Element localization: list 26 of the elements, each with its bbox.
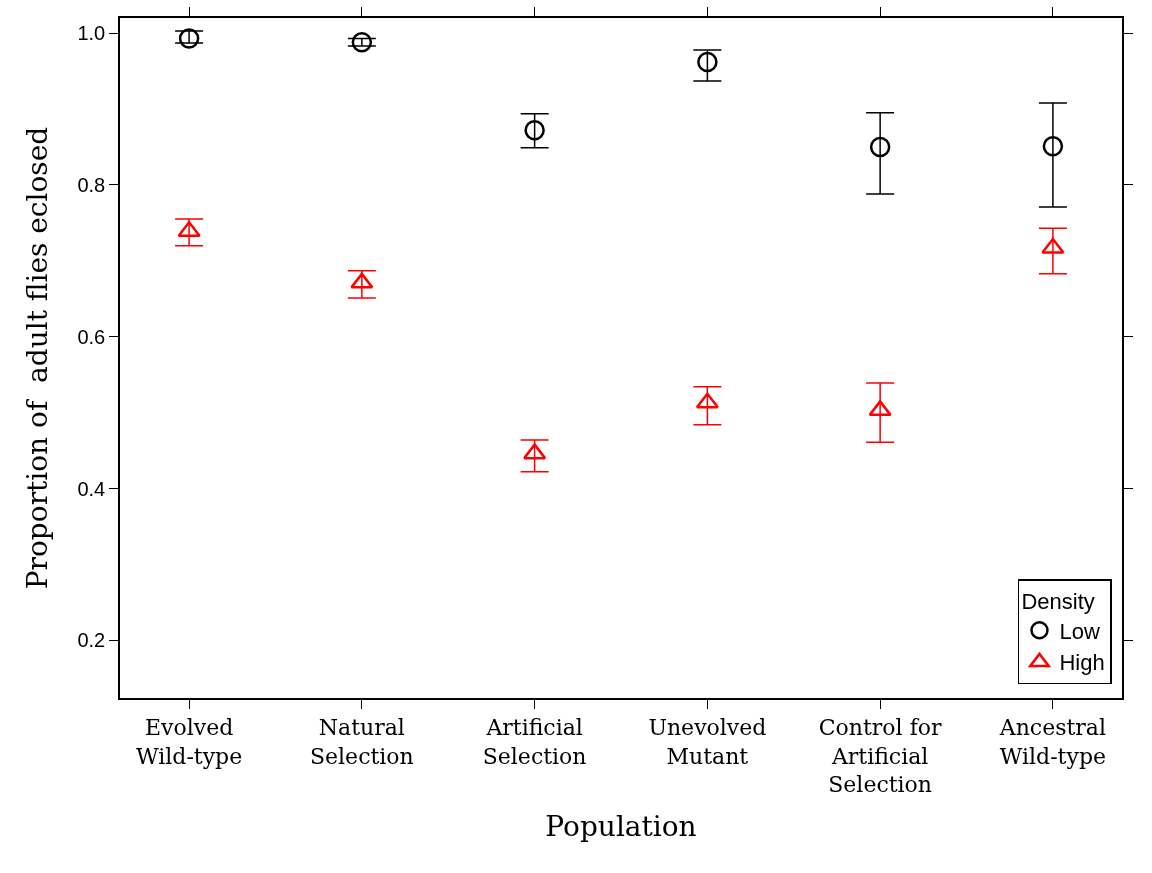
legend-label: Low [1059, 618, 1100, 644]
point [697, 51, 718, 73]
x-axis-title: Population [545, 809, 697, 843]
y-tick-label: 0.8 [77, 173, 106, 196]
point [1042, 136, 1064, 157]
y-axis-title: Proportion of adult flies eclosed [20, 126, 54, 590]
legend-label: High [1059, 650, 1105, 676]
x-tick-label: Ancestral Wild-type [998, 715, 1106, 769]
point [869, 136, 891, 158]
x-tick-label: Evolved Wild-type [136, 715, 243, 769]
y-tick-label: 0.2 [77, 629, 106, 652]
x-tick-label: Artificial Selection [482, 715, 587, 769]
y-tick-label: 0.6 [77, 325, 106, 348]
y-tick-label: 1.0 [77, 22, 106, 45]
x-tick-label: Natural Selection [309, 715, 414, 769]
x-tick-label: Control for Artificial Selection [818, 715, 943, 798]
point [351, 32, 373, 53]
point [350, 272, 374, 289]
point [524, 120, 545, 141]
point [177, 221, 201, 238]
point [868, 400, 892, 417]
point [178, 28, 200, 49]
point [1041, 237, 1065, 254]
x-tick-label: Unevolved Mutant [648, 715, 767, 769]
y-tick-label: 0.4 [77, 477, 106, 500]
legend-title: Density [1021, 589, 1095, 615]
